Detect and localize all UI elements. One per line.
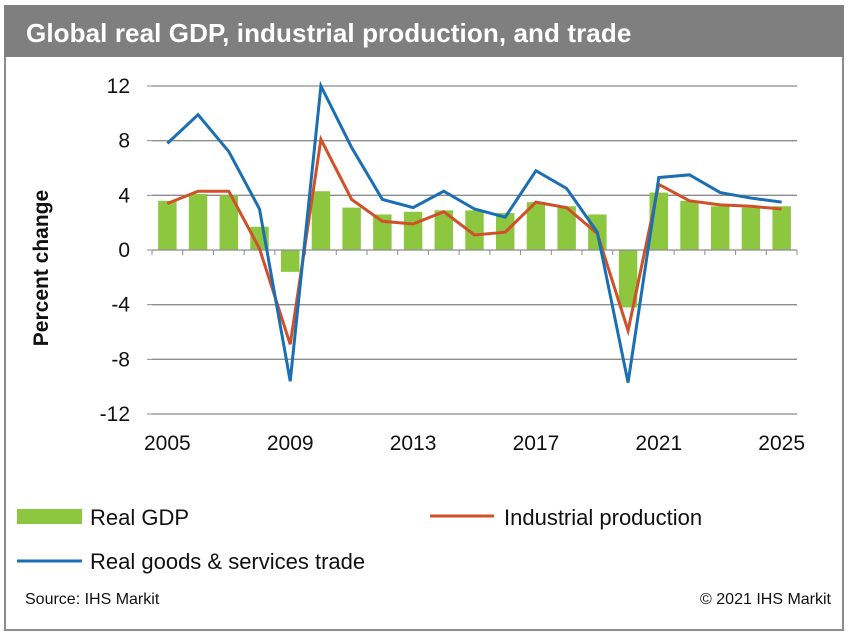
y-tick-label: 4 (118, 184, 130, 207)
bar-gdp-2009 (281, 250, 300, 272)
copyright-note: © 2021 IHS Markit (700, 591, 831, 608)
bar-gdp-2020 (618, 250, 638, 308)
x-tick-label: 2025 (758, 432, 805, 455)
x-axis-ticks: 2005 2009 2013 2017 2021 2025 (144, 432, 805, 455)
legend-label-gdp: Real GDP (90, 505, 189, 530)
bar-gdp-2022 (680, 200, 699, 250)
bar-gdp-2023 (711, 206, 730, 250)
source-note: Source: IHS Markit (25, 591, 160, 608)
y-tick-label: -4 (111, 294, 130, 317)
bar-gdp-2005 (158, 200, 177, 250)
x-tick-label: 2017 (513, 432, 560, 455)
chart-title: Global real GDP, industrial production, … (26, 18, 632, 48)
bar-gdp-2015 (465, 210, 484, 250)
chart-frame (4, 5, 844, 631)
y-axis-label: Percent change (30, 190, 53, 346)
legend-swatch-gdp (17, 509, 82, 524)
bar-gdp-2014 (434, 210, 453, 250)
x-tick-label: 2021 (635, 432, 682, 455)
bar-gdp-2024 (741, 207, 761, 250)
title-bar: Global real GDP, industrial production, … (4, 5, 844, 57)
y-tick-label: 12 (107, 75, 130, 98)
y-tick-label: 8 (118, 130, 130, 153)
bar-gdp-2025 (772, 206, 791, 250)
legend: Real GDP Industrial production Real good… (17, 505, 702, 574)
bar-gdp-2011 (342, 207, 361, 250)
y-tick-label: -12 (100, 403, 130, 426)
legend-label-industrial: Industrial production (504, 505, 702, 530)
series-lines (166, 80, 782, 383)
bar-gdp-2012 (373, 214, 392, 250)
bar-gdp-2013 (403, 211, 423, 250)
gridlines (152, 85, 797, 415)
legend-label-trade: Real goods & services trade (90, 549, 365, 574)
y-tick-label: 0 (118, 239, 130, 262)
x-tick-label: 2013 (390, 432, 437, 455)
bar-gdp-2017 (526, 202, 546, 250)
bar-gdp-2018 (557, 206, 576, 250)
y-axis-ticks: 12 8 4 0 -4 -8 -12 (100, 75, 152, 426)
x-tick-label: 2009 (267, 432, 314, 455)
bar-gdp-2007 (219, 195, 238, 250)
x-axis (151, 249, 798, 255)
y-tick-label: -8 (111, 348, 130, 371)
bar-gdp-2006 (188, 193, 208, 250)
x-tick-label: 2005 (144, 432, 191, 455)
bar-gdp-2010 (311, 191, 331, 250)
